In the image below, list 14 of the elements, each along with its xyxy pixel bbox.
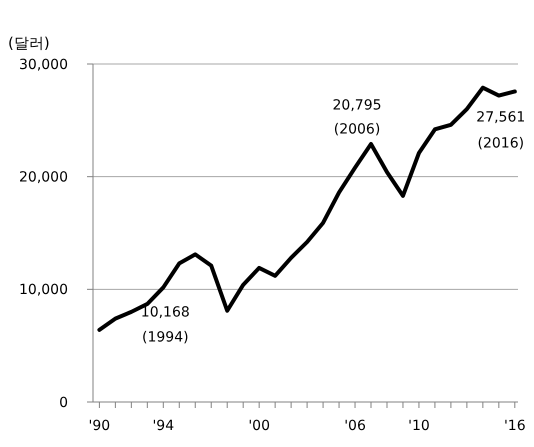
x-tick-label: '00 — [248, 418, 270, 434]
x-tick-label: '94 — [152, 418, 174, 434]
y-axis-title: (달러) — [8, 34, 50, 52]
annotation: 20,795 (2006) — [332, 98, 382, 138]
x-tick-label: '10 — [408, 418, 430, 434]
x-tick-label: '16 — [504, 418, 526, 434]
x-tick-label: '06 — [344, 418, 366, 434]
y-tick-label: 20,000 — [19, 170, 68, 186]
annotation: 27,561 (2016) — [476, 109, 526, 152]
y-tick-label: 0 — [59, 394, 68, 411]
y-tick-label: 10,000 — [19, 282, 68, 298]
y-tick-label: 30,000 — [19, 56, 68, 73]
x-tick-label: '90 — [88, 418, 110, 434]
annotation: 10,168 (1994) — [140, 304, 190, 346]
